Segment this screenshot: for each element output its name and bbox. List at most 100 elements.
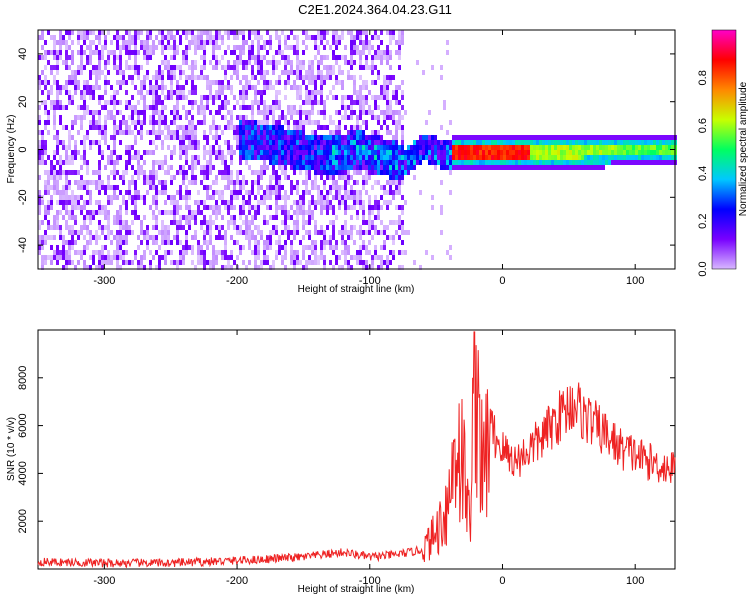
spectrogram-cell xyxy=(446,50,449,55)
spectrogram-cell xyxy=(323,170,326,175)
spectrogram-cell xyxy=(56,90,59,95)
spectrogram-cell xyxy=(104,190,107,195)
spectrogram-cell xyxy=(644,150,647,155)
spectrogram-cell xyxy=(311,135,314,140)
spectrogram-cell xyxy=(587,150,590,155)
spectrogram-cell xyxy=(332,160,335,165)
spectrogram-cell xyxy=(380,265,383,270)
spectrogram-cell xyxy=(596,135,599,140)
spectrogram-cell xyxy=(182,140,185,145)
spectrogram-cell xyxy=(548,145,551,150)
spectrogram-cell xyxy=(500,155,503,160)
spectrogram-cell xyxy=(350,95,353,100)
spectrogram-cell xyxy=(353,165,356,170)
spectrogram-cell xyxy=(341,250,344,255)
spectrogram-cell xyxy=(626,155,629,160)
spectrogram-cell xyxy=(377,35,380,40)
spectrogram-cell xyxy=(227,185,230,190)
spectrogram-cell xyxy=(335,155,338,160)
spectrogram-cell xyxy=(233,185,236,190)
spectrogram-cell xyxy=(206,135,209,140)
spectrogram-cell xyxy=(41,30,44,35)
spectrogram-cell xyxy=(359,165,362,170)
spectrogram-cell xyxy=(101,150,104,155)
spectrogram-cell xyxy=(59,190,62,195)
spectrogram-cell xyxy=(143,215,146,220)
spectrogram-cell xyxy=(266,50,269,55)
spectrogram-cell xyxy=(629,135,632,140)
spectrogram-cell xyxy=(110,135,113,140)
spectrogram-cell xyxy=(446,250,449,255)
spectrogram-cell xyxy=(344,150,347,155)
spectrogram-cell xyxy=(443,105,446,110)
spectrogram-cell xyxy=(347,165,350,170)
spectrogram-cell xyxy=(116,260,119,265)
spectrogram-cell xyxy=(377,105,380,110)
spectrogram-cell xyxy=(437,150,440,155)
spectrogram-cell xyxy=(359,100,362,105)
spectrogram-cell xyxy=(230,170,233,175)
spectrogram-cell xyxy=(311,35,314,40)
spectrogram-cell xyxy=(518,160,521,165)
spectrogram-cell xyxy=(212,220,215,225)
spectrogram-cell xyxy=(272,120,275,125)
spectrogram-cell xyxy=(605,150,608,155)
spectrogram-cell xyxy=(239,205,242,210)
spectrogram-cell xyxy=(74,170,77,175)
spectrogram-cell xyxy=(314,220,317,225)
spectrogram-cell xyxy=(317,140,320,145)
spectrogram-cell xyxy=(410,145,413,150)
spectrogram-cell xyxy=(248,230,251,235)
spectrogram-cell xyxy=(302,80,305,85)
spectrogram-cell xyxy=(341,100,344,105)
spectrogram-cell xyxy=(512,155,515,160)
spectrogram-cell xyxy=(50,100,53,105)
spectrogram-cell xyxy=(284,225,287,230)
spectrogram-cell xyxy=(302,125,305,130)
spectrogram-cell xyxy=(290,130,293,135)
spectrogram-cell xyxy=(368,195,371,200)
spectrogram-cell xyxy=(293,125,296,130)
spectrogram-cell xyxy=(50,200,53,205)
spectrogram-cell xyxy=(326,155,329,160)
spectrogram-cell xyxy=(536,160,539,165)
spectrogram-cell xyxy=(344,245,347,250)
spectrogram-cell xyxy=(368,110,371,115)
spectrogram-cell xyxy=(242,105,245,110)
spectrogram-cell xyxy=(380,40,383,45)
spectrogram-cell xyxy=(551,165,554,170)
spectrogram-cell xyxy=(161,140,164,145)
spectrogram-cell xyxy=(365,170,368,175)
spectrogram-cell xyxy=(161,235,164,240)
spectrogram-x-ticks: -300 -200 -100 0 100 xyxy=(93,30,644,287)
spectrogram-cell xyxy=(335,150,338,155)
spectrogram-cell xyxy=(185,30,188,35)
spectrogram-cell xyxy=(83,220,86,225)
spectrogram-cell xyxy=(89,55,92,60)
spectrogram-cell xyxy=(128,115,131,120)
spectrogram-cell xyxy=(182,215,185,220)
spectrogram-cell xyxy=(212,245,215,250)
spectrogram-cell xyxy=(116,255,119,260)
spectrogram-cell xyxy=(152,140,155,145)
spectrogram-cell xyxy=(155,90,158,95)
spectrogram-cell xyxy=(353,90,356,95)
spectrogram-cell xyxy=(227,210,230,215)
spectrogram-cell xyxy=(389,175,392,180)
spectrogram-cell xyxy=(110,95,113,100)
spectrogram-cell xyxy=(239,140,242,145)
spectrogram-cell xyxy=(272,135,275,140)
spectrogram-cell xyxy=(155,225,158,230)
spectrogram-cell xyxy=(443,140,446,145)
spectrogram-cell xyxy=(251,70,254,75)
spectrogram-cell xyxy=(89,50,92,55)
spectrogram-cell xyxy=(230,65,233,70)
spectrogram-cell xyxy=(311,120,314,125)
spectrogram-cell xyxy=(158,190,161,195)
spectrogram-cell xyxy=(296,130,299,135)
spectrogram-cell xyxy=(377,70,380,75)
spectrogram-cell xyxy=(446,160,449,165)
spectrogram-cell xyxy=(188,110,191,115)
spectrogram-cell xyxy=(299,90,302,95)
spectrogram-cell xyxy=(98,260,101,265)
